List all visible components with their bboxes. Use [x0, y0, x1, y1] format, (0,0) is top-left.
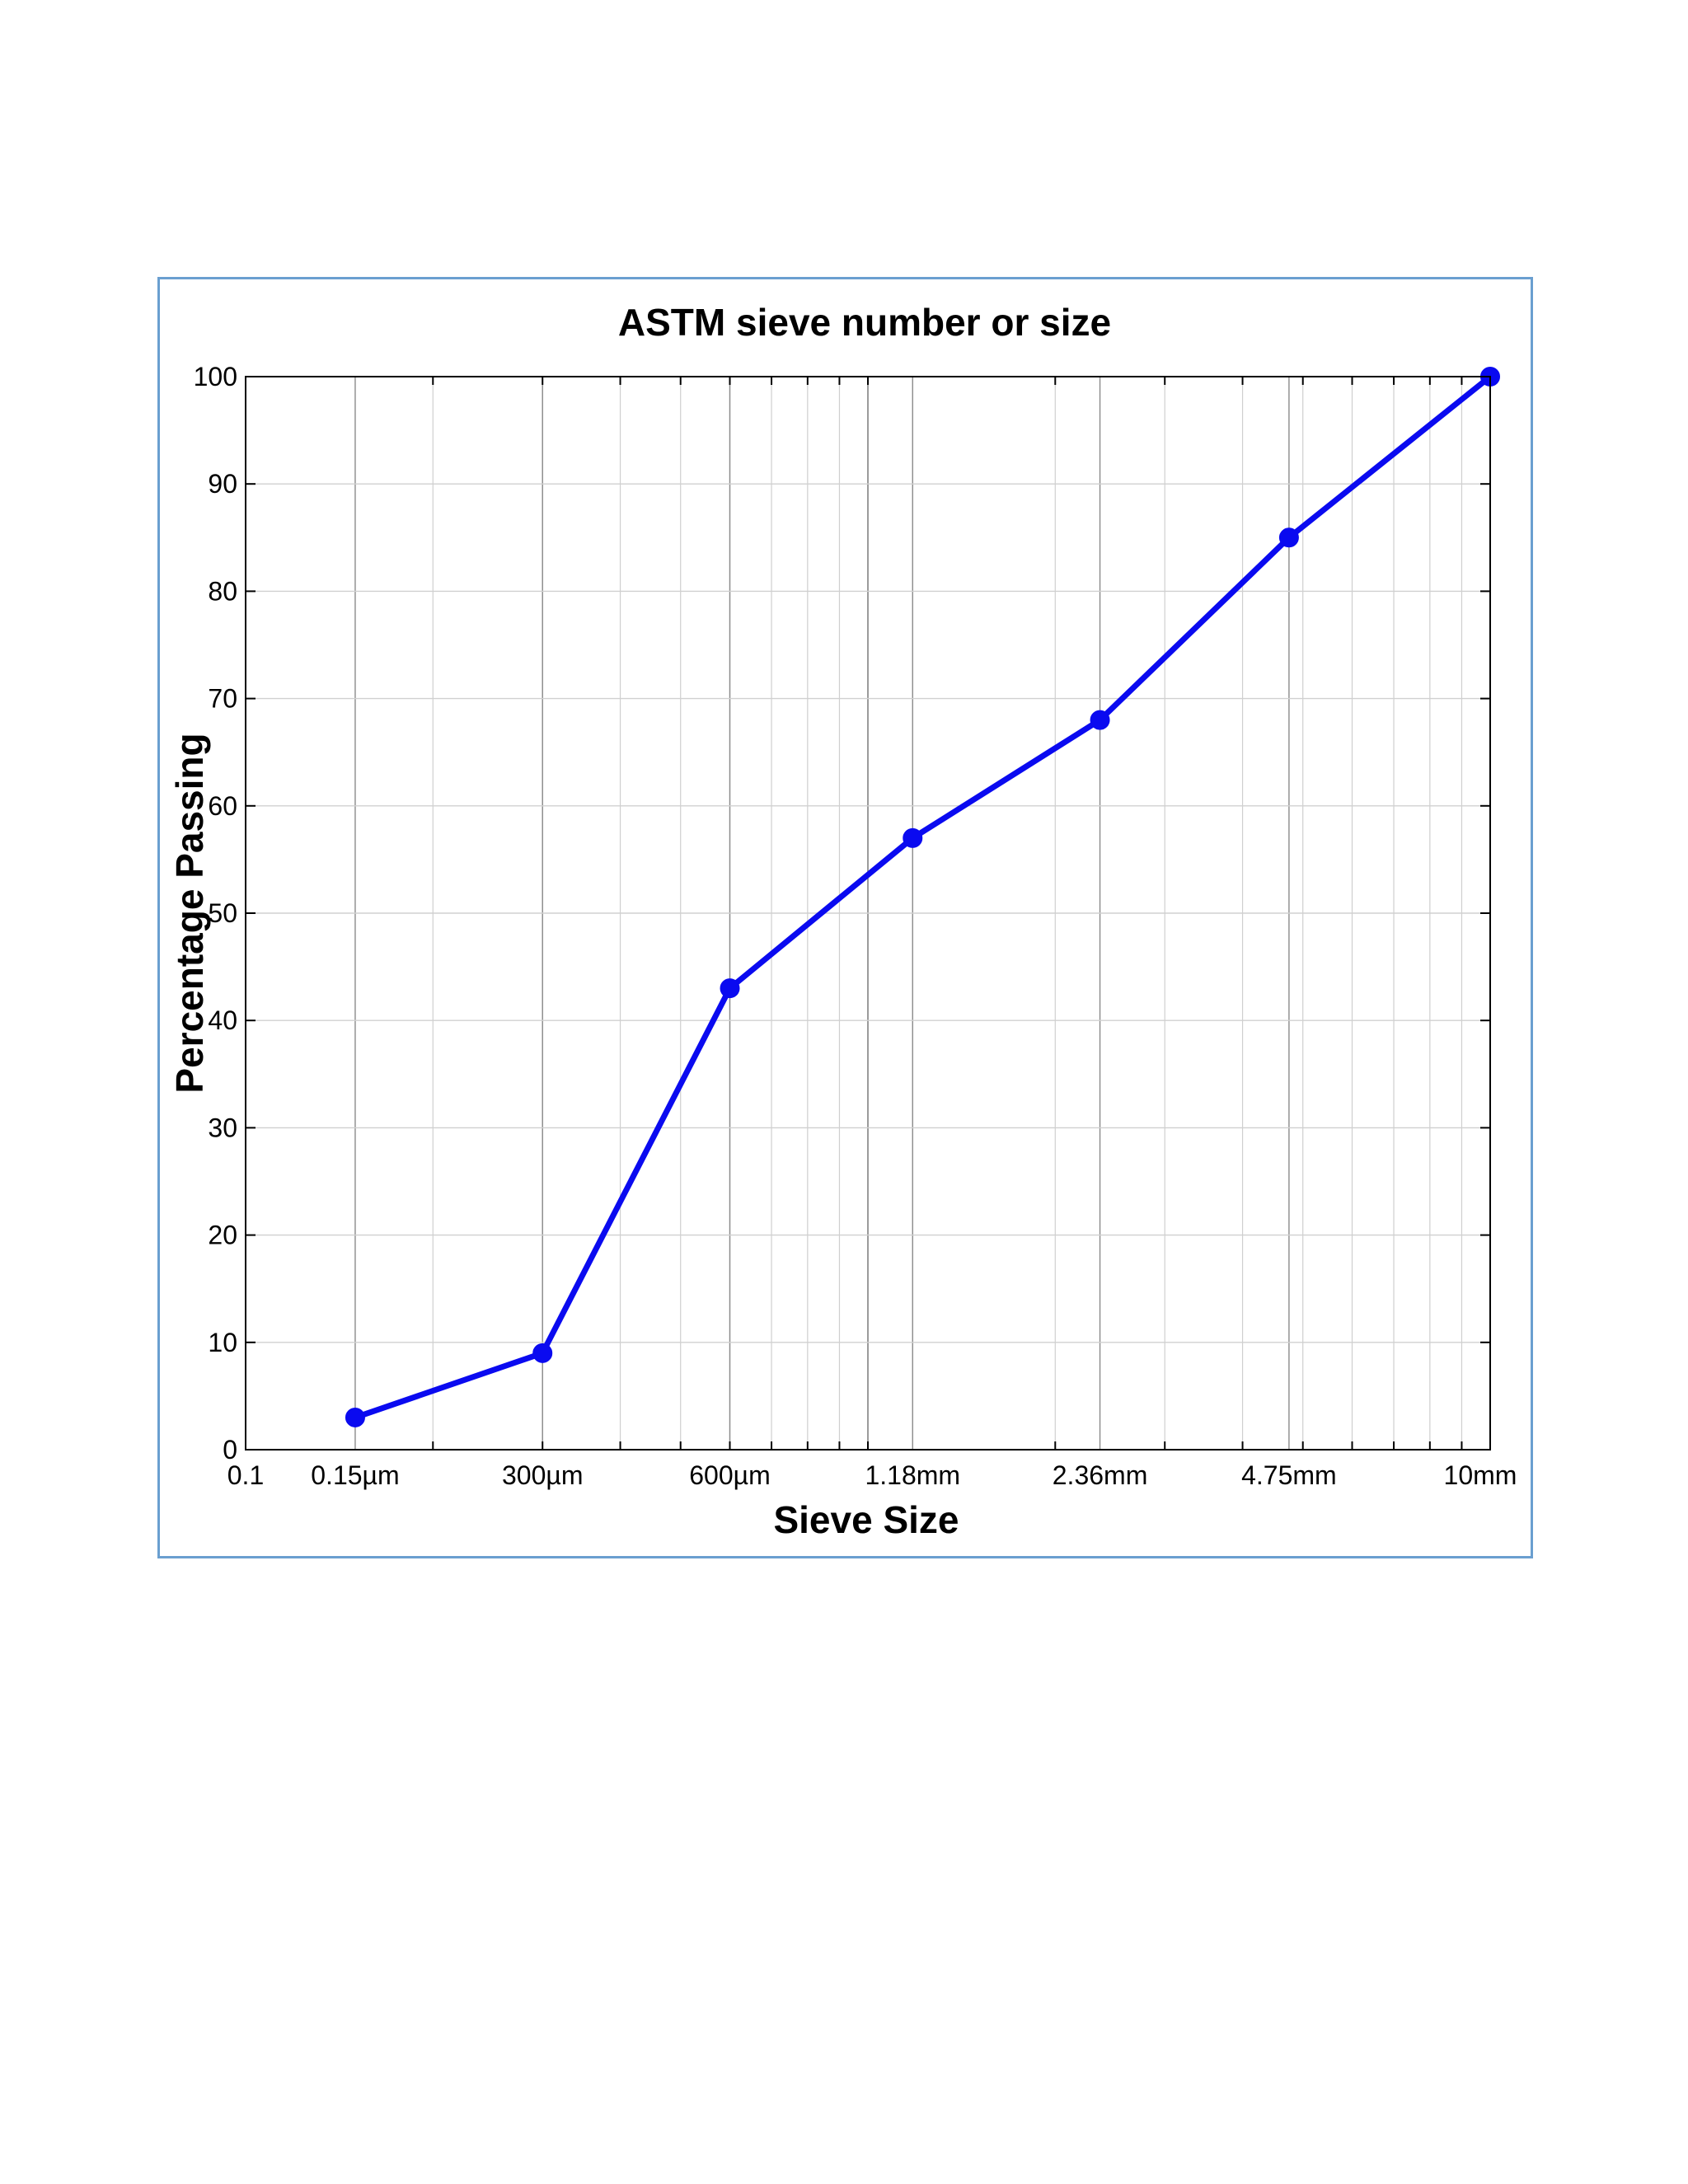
- y-tick-label: 60: [208, 791, 237, 821]
- y-tick-label: 90: [208, 469, 237, 499]
- data-point: [345, 1407, 365, 1427]
- data-point: [903, 827, 923, 848]
- x-tick-label: 0.1: [227, 1460, 264, 1490]
- y-tick-label: 10: [208, 1328, 237, 1357]
- x-tick-label: 10mm: [1444, 1460, 1517, 1490]
- x-tick-labels: 0.1 0.15µm 300µm 600µm 1.18mm 2.36mm 4.75mm 10m…: [227, 1460, 1517, 1490]
- y-tick-label: 30: [208, 1113, 237, 1142]
- series-line-group: [352, 373, 1493, 1421]
- y-tick-label: 20: [208, 1221, 237, 1250]
- chart: ASTM sieve number or size 0.1 0.15µm 300µm…: [168, 301, 1517, 1541]
- x-tick-label: 2.36mm: [1053, 1460, 1148, 1490]
- x-tick-label: 600µm: [689, 1460, 770, 1490]
- y-tick-label: 0: [223, 1435, 237, 1465]
- y-tick-label: 100: [194, 362, 237, 391]
- chart-frame: ASTM sieve number or size 0.1 0.15µm 300µm…: [157, 277, 1533, 1558]
- data-point: [532, 1343, 553, 1363]
- x-tick-label: 1.18mm: [865, 1460, 960, 1490]
- series-markers: [345, 367, 1500, 1427]
- chart-title: ASTM sieve number or size: [618, 301, 1111, 344]
- x-tick-label: 300µm: [502, 1460, 583, 1490]
- x-tick-label: 4.75mm: [1241, 1460, 1337, 1490]
- x-axis-label: Sieve Size: [773, 1498, 959, 1541]
- plot-area-border: [245, 376, 1491, 1451]
- y-tick-labels: 0 10 20 30 40 50 60 70 80 90 100: [194, 362, 237, 1465]
- y-tick-label: 50: [208, 898, 237, 928]
- y-tick-label: 70: [208, 684, 237, 714]
- grid: [245, 376, 1491, 1451]
- x-tick-label: 0.15µm: [311, 1460, 399, 1490]
- series-line: [352, 373, 1493, 1421]
- data-point: [1090, 710, 1110, 730]
- data-point: [1278, 527, 1299, 548]
- y-tick-label: 80: [208, 576, 237, 606]
- y-tick-label: 40: [208, 1005, 237, 1035]
- data-point: [720, 978, 740, 999]
- y-axis-label: Percentage Passing: [168, 733, 211, 1093]
